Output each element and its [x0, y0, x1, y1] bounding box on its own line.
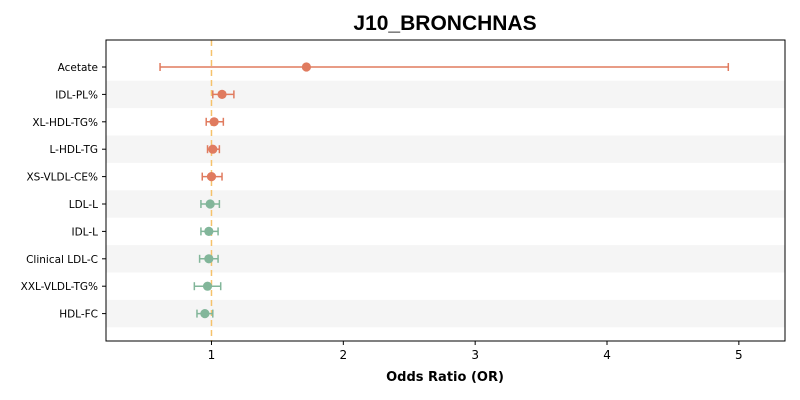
plot-frame	[105, 39, 786, 342]
x-tick-label: 5	[735, 348, 743, 362]
x-tick-label: 4	[603, 348, 611, 362]
row-band	[106, 245, 785, 273]
x-axis-ticks: 1 2 3 4 5	[208, 341, 743, 362]
row-band	[106, 299, 785, 328]
y-tick-label: XXL-VLDL-TG%	[21, 281, 98, 293]
row-band	[106, 80, 785, 109]
y-tick-label: LDL-L	[69, 199, 98, 211]
y-axis-ticks: Acetate IDL-PL% XL-HDL-TG% L-HDL-TG XS-VLDL-…	[21, 62, 106, 321]
or-point	[301, 62, 312, 72]
or-point	[208, 144, 218, 154]
or-point	[204, 254, 214, 264]
or-point	[200, 309, 210, 319]
or-point	[209, 117, 219, 127]
y-tick-label: XL-HDL-TG%	[32, 117, 98, 129]
x-tick-label: 1	[208, 348, 216, 362]
or-point	[205, 199, 215, 209]
y-tick-label: XS-VLDL-CE%	[26, 172, 98, 184]
row-bands	[106, 80, 785, 328]
y-tick-label: IDL-L	[72, 226, 99, 238]
y-tick-label: Acetate	[58, 62, 98, 74]
y-tick-label: IDL-PL%	[55, 89, 98, 101]
or-point	[217, 89, 227, 99]
data-marks	[159, 62, 730, 319]
y-tick-label: HDL-FC	[59, 309, 98, 321]
y-tick-label: L-HDL-TG	[50, 144, 98, 156]
or-point	[206, 172, 217, 182]
or-point	[202, 281, 213, 291]
x-axis-label: Odds Ratio (OR)	[386, 370, 504, 385]
x-tick-label: 3	[471, 348, 479, 362]
chart-title: J10_BRONCHNAS	[353, 12, 536, 35]
x-tick-label: 2	[340, 348, 348, 362]
or-point	[204, 226, 214, 236]
y-tick-label: Clinical LDL-C	[26, 254, 98, 266]
